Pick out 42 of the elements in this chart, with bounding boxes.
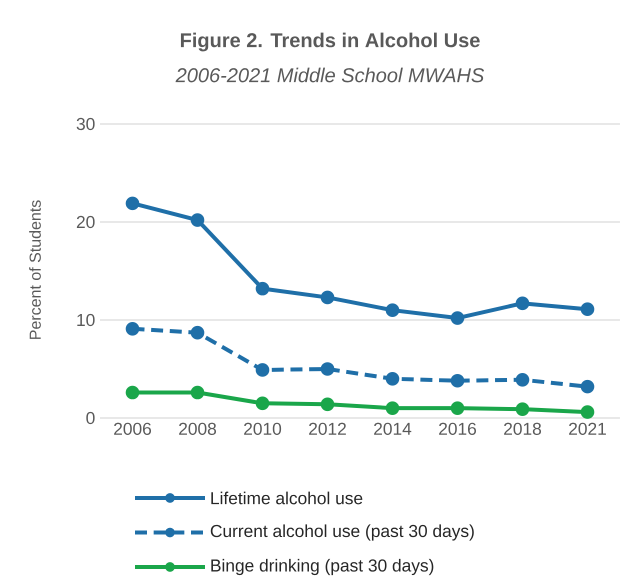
point xyxy=(126,196,140,210)
point xyxy=(516,402,530,416)
point xyxy=(126,386,140,400)
point xyxy=(190,326,204,340)
y-axis-title: Percent of Students xyxy=(29,200,41,339)
point xyxy=(126,322,140,336)
x-tick-label: 2021 xyxy=(569,422,606,435)
point xyxy=(256,363,270,377)
x-tick-label: 2010 xyxy=(244,422,282,435)
point xyxy=(580,405,594,419)
point xyxy=(190,386,204,400)
point xyxy=(256,282,270,296)
legend-label: Current alcohol use (past 30 days) xyxy=(210,524,474,541)
x-tick-label: 2006 xyxy=(114,422,152,435)
x-tick-label: 2016 xyxy=(439,422,476,435)
y-tick-label: 30 xyxy=(76,118,95,130)
x-tick-label: 2018 xyxy=(504,422,542,435)
y-tick-label: 0 xyxy=(86,412,95,424)
point xyxy=(320,290,334,304)
legend-label: Lifetime alcohol use xyxy=(211,492,362,504)
point xyxy=(580,302,594,316)
point xyxy=(580,380,594,394)
point xyxy=(450,401,464,415)
point xyxy=(386,372,400,386)
point xyxy=(450,311,464,325)
point xyxy=(386,303,400,317)
x-tick-label: 2012 xyxy=(309,422,346,435)
point xyxy=(516,372,530,387)
x-tick-label: 2014 xyxy=(374,422,412,435)
point xyxy=(320,397,334,412)
point xyxy=(450,374,464,388)
chart-subtitle: 2006-2021 Middle School MWAHS xyxy=(176,68,484,82)
y-tick-label: 20 xyxy=(76,216,95,228)
x-tick-label: 2008 xyxy=(179,422,216,435)
chart-title: Figure 2. Trends in Alcohol Use xyxy=(180,32,480,52)
point xyxy=(190,213,204,227)
y-tick-label: 10 xyxy=(77,314,95,326)
point xyxy=(320,362,334,376)
point xyxy=(516,296,530,310)
legend-label: Binge drinking (past 30 days) xyxy=(211,558,434,576)
point xyxy=(386,401,400,415)
point xyxy=(256,396,270,410)
